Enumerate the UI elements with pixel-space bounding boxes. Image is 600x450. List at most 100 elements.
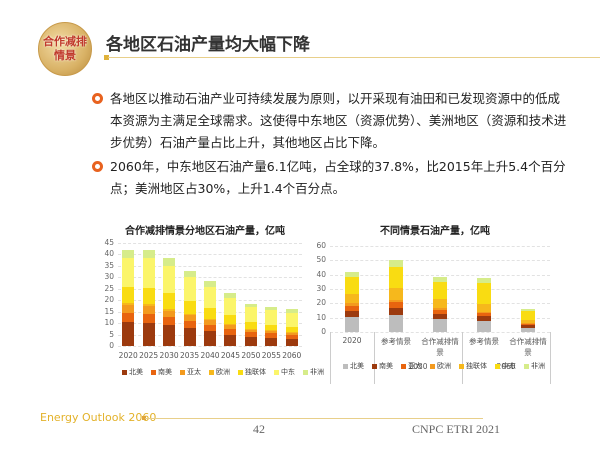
legend-swatch [274, 369, 279, 375]
bar-segment-亚太 [433, 309, 447, 315]
y-tick-label: 20 [104, 295, 114, 305]
bar-segment-独联体 [345, 294, 359, 304]
legend-label: 非洲 [310, 368, 324, 376]
bar-segment-南美 [477, 316, 491, 322]
chart-legend: 北美 南美 亚太 欧洲 独联体 中东 非洲 [343, 361, 545, 371]
bullet-list: 各地区以推动石油产业可持续发展为原则，以开采现有油田和已发现资源中的低成本资源为… [92, 88, 572, 202]
stacked-bar [183, 270, 196, 346]
bar-segment-非洲 [285, 308, 298, 314]
legend-item: 亚太 [401, 361, 422, 371]
x-tick-label: 2050 [241, 351, 261, 360]
bar-segment-欧洲 [477, 311, 491, 314]
bar-segment-亚太 [183, 315, 196, 321]
footer-divider [145, 418, 483, 419]
bar-segment-独联体 [142, 287, 155, 305]
y-tick-label: 30 [104, 272, 114, 282]
bullet-item: 2060年，中东地区石油产量6.1亿吨，占全球的37.8%，比2015年上升5.… [92, 156, 572, 200]
bar-segment-中东 [142, 257, 155, 288]
bar-segment-非洲 [142, 249, 155, 258]
legend-label: 北美 [350, 362, 364, 370]
legend-label: 中东 [281, 368, 295, 376]
bar-segment-欧洲 [142, 304, 155, 306]
legend-item: 中东 [274, 367, 295, 377]
bar-segment-亚太 [142, 305, 155, 314]
bar-segment-亚太 [224, 324, 237, 329]
bar-segment-北美 [244, 336, 257, 346]
bar-segment-亚太 [163, 310, 176, 318]
bar-segment-欧洲 [265, 330, 278, 332]
bar-segment-独联体 [244, 322, 257, 329]
legend-label: 亚太 [187, 368, 201, 376]
bar-segment-亚太 [285, 332, 298, 335]
stacked-bar [142, 249, 155, 346]
bar-segment-南美 [389, 307, 403, 315]
bar-segment-北美 [521, 327, 535, 332]
legend-item: 独联体 [238, 367, 266, 377]
logo-text: 合作减排 情景 [39, 35, 91, 63]
bar-segment-北美 [285, 339, 298, 346]
bar-segment-独联体 [163, 293, 176, 309]
bar-segment-非洲 [265, 307, 278, 311]
y-tick-label: 30 [316, 284, 326, 293]
page-title: 各地区石油产量均大幅下降 [106, 35, 310, 55]
stacked-bar [433, 276, 447, 332]
bar-segment-中东 [345, 276, 359, 295]
gridline [330, 274, 550, 276]
legend-swatch [238, 369, 243, 375]
gridline [330, 332, 550, 333]
bar-segment-亚太 [521, 323, 535, 325]
legend-label: 欧洲 [437, 362, 451, 370]
bar-segment-北美 [183, 327, 196, 346]
gridline [118, 243, 302, 244]
bar-segment-中东 [183, 277, 196, 302]
bar-segment-非洲 [244, 303, 257, 308]
bar-segment-北美 [389, 314, 403, 332]
bar-segment-独联体 [477, 304, 491, 312]
bar-segment-非洲 [521, 308, 535, 312]
bar-segment-北美 [265, 337, 278, 346]
gridline [118, 265, 302, 267]
bar-segment-独联体 [265, 324, 278, 331]
bar-segment-非洲 [163, 257, 176, 266]
bar-segment-中东 [224, 297, 237, 316]
legend-swatch [180, 369, 185, 375]
bar-segment-独联体 [183, 301, 196, 314]
legend-label: 独联体 [245, 368, 266, 376]
logo-text-line1: 合作减排 [43, 35, 87, 48]
bar-segment-北美 [345, 316, 359, 332]
bar-segment-亚太 [389, 301, 403, 308]
bar-segment-中东 [265, 310, 278, 325]
bar-segment-南美 [163, 317, 176, 326]
legend-label: 欧洲 [216, 368, 230, 376]
bar-segment-非洲 [122, 249, 135, 258]
y-tick-label: 0 [109, 341, 114, 350]
legend-swatch [151, 369, 156, 375]
bar-segment-欧洲 [122, 302, 135, 305]
y-tick-label: 5 [109, 329, 114, 339]
legend-item: 北美 [343, 361, 364, 371]
legend-item: 北美 [122, 367, 143, 377]
bar-segment-独联体 [521, 320, 535, 324]
gridline [330, 260, 550, 262]
bar-segment-南美 [265, 333, 278, 338]
bullet-text: 2060年，中东地区石油产量6.1亿吨，占全球的37.8%，比2015年上升5.… [110, 159, 566, 196]
y-tick-label: 50 [316, 255, 326, 265]
y-tick-label: 45 [104, 238, 114, 247]
bar-segment-亚太 [477, 313, 491, 317]
bar-segment-北美 [224, 334, 237, 346]
gridline [118, 254, 302, 256]
y-tick-label: 25 [104, 283, 114, 293]
x-tick-label: 合作减排情景 [509, 337, 547, 357]
legend-item: 南美 [151, 367, 172, 377]
y-tick-label: 0 [321, 327, 326, 336]
chart-title: 不同情景石油产量，亿吨 [380, 226, 490, 237]
legend-item: 南美 [372, 361, 393, 371]
bar-segment-中东 [389, 266, 403, 289]
category-group-divider [462, 332, 463, 384]
bar-segment-独联体 [204, 308, 216, 319]
bar-segment-亚太 [204, 319, 216, 325]
legend-swatch [209, 369, 214, 375]
y-tick-label: 20 [316, 298, 326, 308]
x-tick-label: 2020 [342, 336, 362, 345]
legend-label: 北美 [129, 368, 143, 376]
